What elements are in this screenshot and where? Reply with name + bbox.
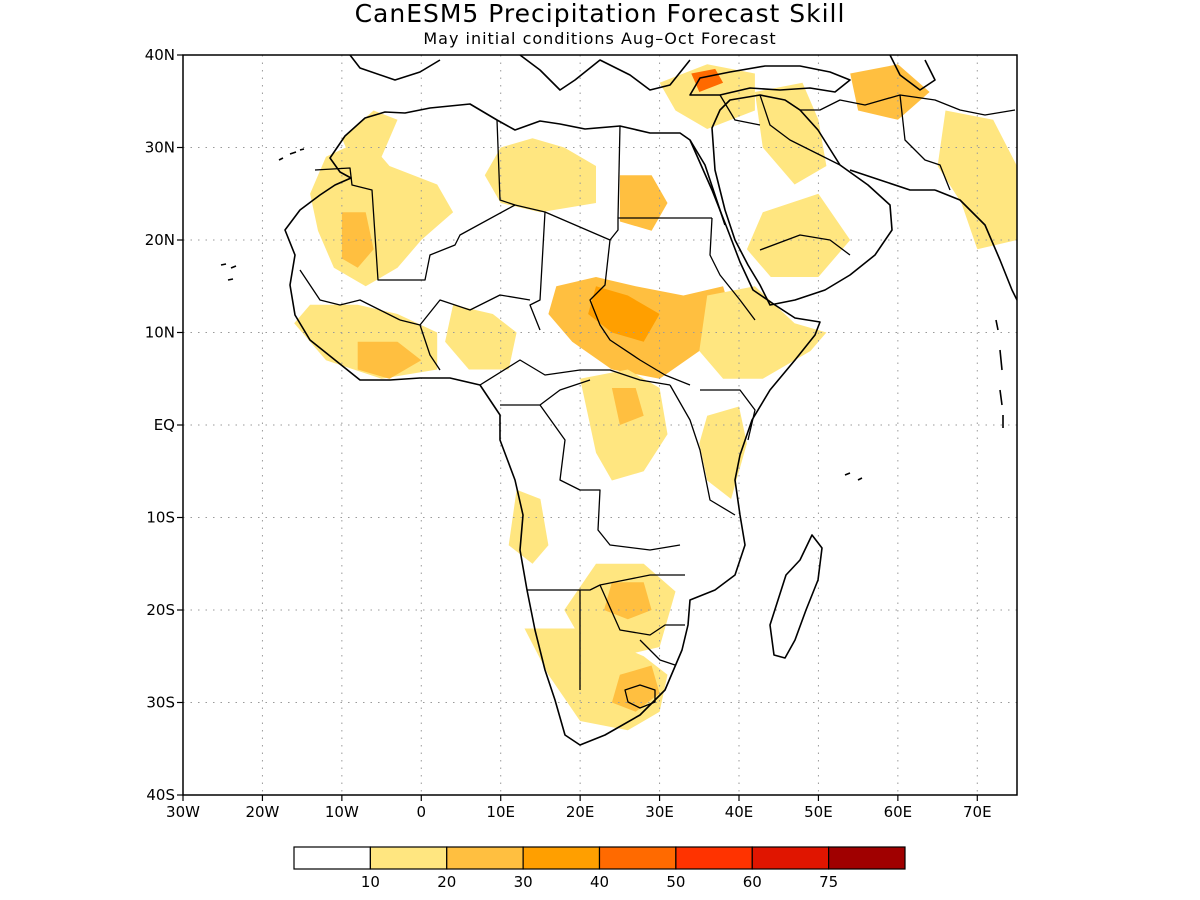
x-tick-label: 40E [725,803,754,821]
skill-patch [588,286,660,342]
turkey-coastline [689,65,851,96]
skill-patch [699,286,827,379]
colorbar-swatch [369,846,448,870]
colorbar-swatch [675,846,753,870]
border-line [299,269,401,321]
arabia-coastline [711,94,893,306]
colorbar-label: 60 [743,873,762,891]
colorbar-label: 20 [437,873,456,891]
colorbar-label: 75 [819,873,838,891]
y-axis-ticks: 40N 30N 20N 10N EQ 10S 20S 30S 40S [145,46,183,804]
cape-verde-islands [220,263,237,281]
y-tick-label: 30S [146,694,175,712]
border-line [719,94,841,166]
iran-coastline [849,169,935,191]
colorbar-swatch [446,846,524,870]
x-tick-label: 30W [166,803,200,821]
border-line [314,167,712,281]
skill-patch [850,64,930,120]
border-line [500,379,591,406]
x-axis-ticks: 30W 20W 10W 0 10E 20E 30E 40E 50E 60E 70E [166,795,992,821]
africa-coastline [284,103,821,746]
canary-islands [278,148,305,161]
skill-patch [937,110,1017,250]
maldives-islands [995,319,1004,428]
skill-patch [508,489,549,564]
y-tick-label: EQ [154,416,175,434]
border-line [529,211,546,331]
coastlines [220,55,1017,746]
colorbar-label: 40 [590,873,609,891]
x-tick-label: 70E [963,803,992,821]
country-borders [299,94,1016,709]
border-line [579,584,685,690]
skill-patch [445,304,517,370]
skill-patch [611,665,660,712]
skill-patch [484,138,596,213]
skill-patch [611,388,644,425]
border-line [399,294,531,371]
y-tick-label: 30N [145,139,175,157]
y-tick-label: 40S [146,786,175,804]
skill-patch [341,110,398,157]
map-area [183,55,1017,795]
border-line [617,125,621,219]
colorbar-label: 50 [666,873,685,891]
y-tick-label: 10S [146,509,175,527]
x-tick-label: 0 [417,803,427,821]
border-line [479,359,671,386]
skill-patch [604,582,652,620]
skill-fill-layer [294,64,1017,731]
x-tick-label: 10E [486,803,515,821]
border-line [899,94,951,191]
colorbar-swatch [293,846,371,870]
colorbar-label: 10 [361,873,380,891]
border-line [700,389,756,441]
seychelles-islands [844,472,863,481]
x-tick-label: 10W [325,803,359,821]
colorbar-swatch [522,846,601,870]
y-tick-label: 20N [145,231,175,249]
x-tick-label: 60E [884,803,913,821]
y-tick-label: 20S [146,601,175,619]
x-tick-label: 20W [245,803,279,821]
skill-patch [699,406,747,499]
x-tick-label: 50E [804,803,833,821]
x-tick-label: 30E [645,803,674,821]
chart-subtitle: May initial conditions Aug–Oct Forecast [423,29,776,48]
chart-title: CanESM5 Precipitation Forecast Skill [355,0,846,28]
india-coastline [934,189,1017,301]
y-tick-label: 10N [145,324,175,342]
italy-greece-coastline [519,55,691,91]
border-line [759,234,851,256]
colorbar-label: 30 [514,873,533,891]
lesotho-border [624,684,656,709]
skill-patch [580,369,668,481]
caspian-coastline [889,55,936,91]
skill-patch [619,175,668,231]
colorbar-swatch [828,846,906,870]
border-line [589,239,691,386]
skill-patch [341,212,374,268]
colorbar-swatch [751,846,830,870]
x-tick-label: 20E [566,803,595,821]
colorbar-swatch [598,846,677,870]
border-line [759,94,1016,151]
border-line [496,119,516,206]
border-line [539,404,681,551]
colorbar: 10 20 30 40 50 60 75 [293,846,906,891]
border-line [669,384,736,516]
iberia-coastline [349,55,441,81]
y-tick-label: 40N [145,46,175,64]
skill-patch [357,341,422,379]
skill-patch [754,82,827,185]
border-line [709,217,756,321]
madagascar-coastline [769,534,823,659]
red-sea-coastline [689,139,726,226]
